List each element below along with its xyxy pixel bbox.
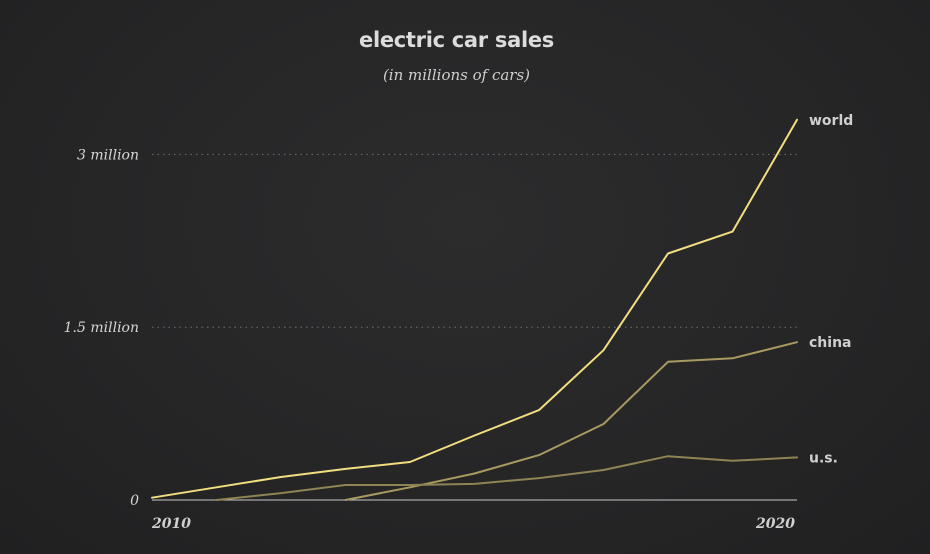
series-line-china [344,341,798,501]
y-tick-label-3-million: 3 million [77,147,139,163]
x-tick-label-2010: 2010 [151,516,191,532]
series-labels: world china u.s. [809,113,853,467]
chart-subtitle: (in millions of cars) [382,66,531,84]
y-tick-label-0: 0 [130,493,139,509]
gridlines [152,153,797,328]
y-tick-label-1-5-million: 1.5 million [64,320,139,336]
series-label-u-s: u.s. [809,450,838,466]
x-tick-label-2020: 2020 [755,516,795,532]
x-tick-labels: 2010 2020 [151,516,795,532]
chart-title: electric car sales [359,28,554,52]
series-label-world: world [809,113,853,129]
series-line-world [151,118,798,499]
y-tick-labels: 0 1.5 million 3 million [64,147,139,509]
series-label-china: china [809,335,851,351]
series-lines [151,118,798,501]
series-line-u-s [215,455,798,501]
